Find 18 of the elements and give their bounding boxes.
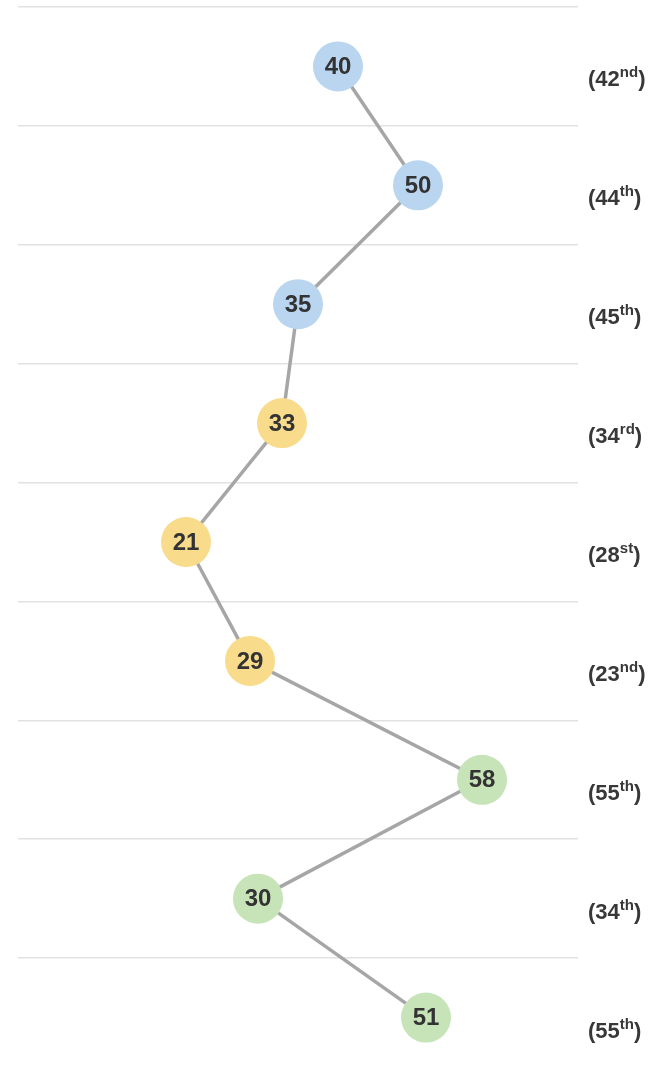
y-tick-label: (34$^{rd}$) (588, 420, 643, 449)
y-tick-label: (23$^{nd}$) (588, 657, 646, 686)
y-tick-label: (55$^{th}$) (588, 1014, 642, 1043)
y-tick-label: (55$^{th}$) (588, 776, 642, 805)
data-label: 50 (404, 170, 432, 198)
data-label: 58 (468, 765, 496, 793)
y-tick-label: (45$^{th}$) (588, 301, 642, 330)
data-label: 51 (412, 1003, 440, 1031)
y-tick-label: (44$^{th}$) (588, 182, 642, 211)
data-label: 30 (244, 884, 272, 912)
data-label: 29 (236, 646, 264, 674)
data-label: 40 (324, 52, 352, 80)
y-tick-label: (28$^{st}$) (588, 539, 641, 567)
y-tick-label: (34$^{th}$) (588, 895, 642, 924)
data-label: 21 (172, 527, 200, 555)
y-tick-label: (42$^{nd}$) (588, 63, 646, 92)
data-label: 35 (284, 289, 312, 317)
data-label: 33 (268, 408, 296, 436)
